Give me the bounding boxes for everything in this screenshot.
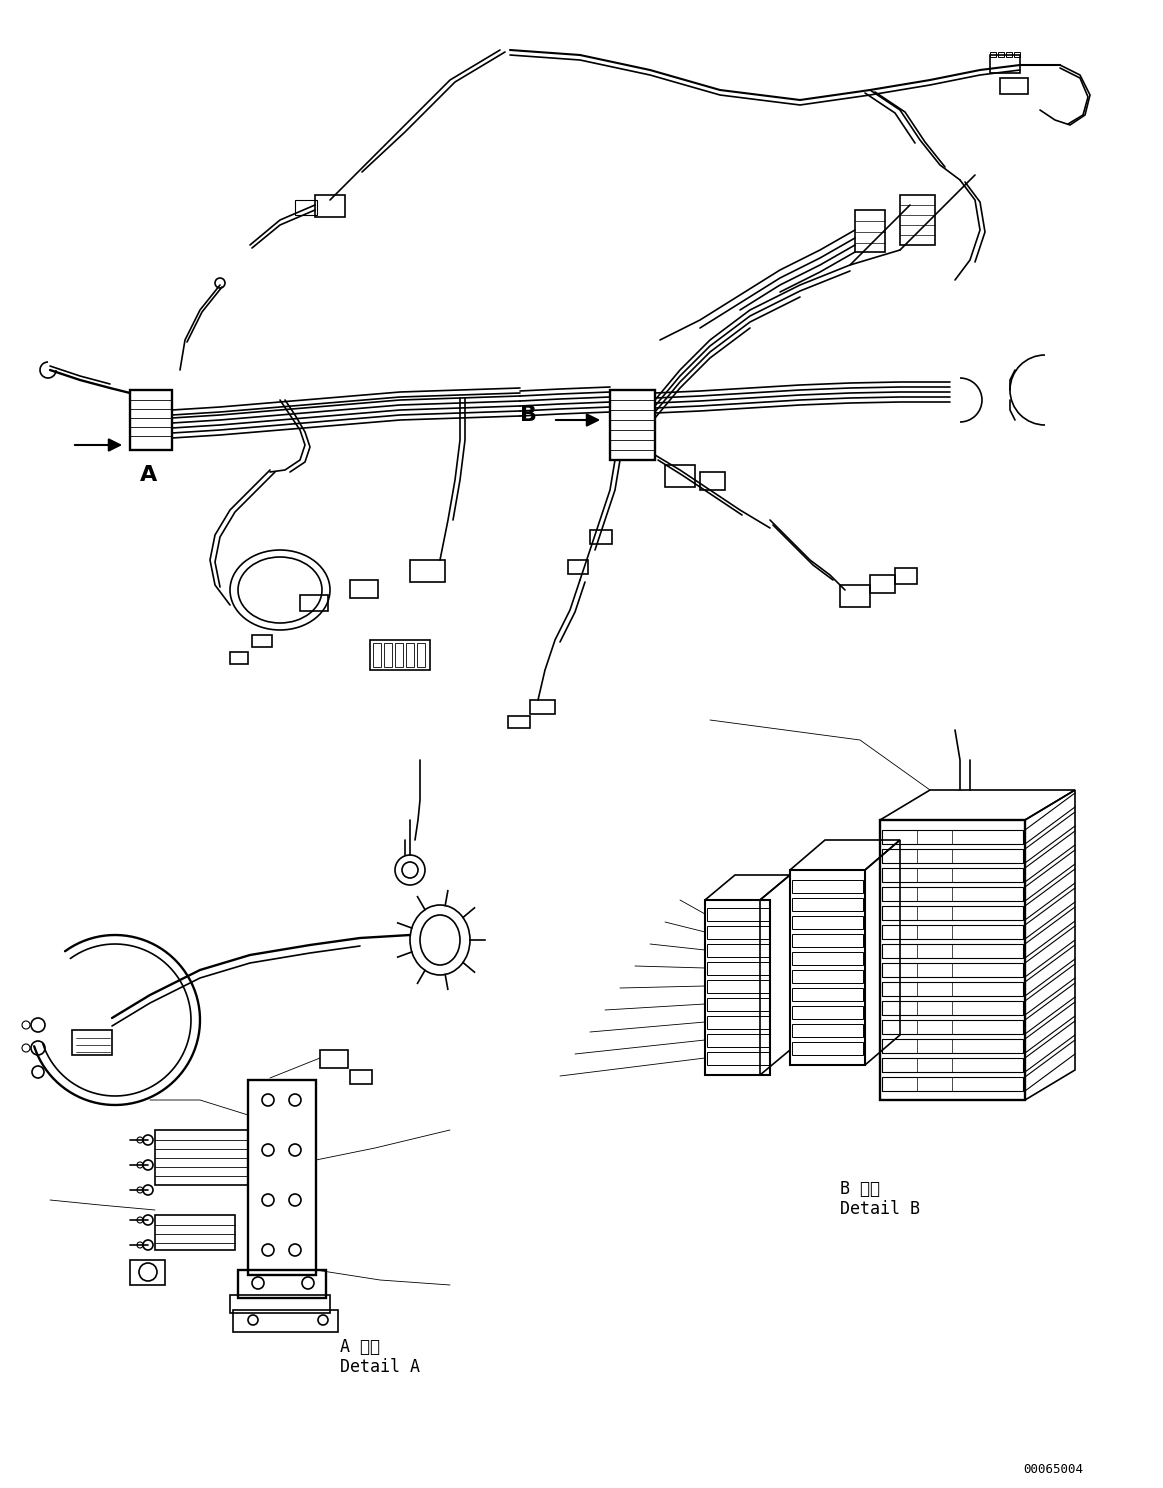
Bar — [792, 1006, 863, 1019]
Bar — [230, 652, 248, 664]
Bar — [882, 850, 1023, 863]
Bar — [370, 640, 430, 670]
Bar — [665, 464, 695, 487]
Bar — [373, 643, 381, 667]
Bar — [707, 1016, 770, 1030]
Bar — [252, 635, 272, 647]
Bar — [840, 585, 870, 607]
Bar — [900, 195, 935, 246]
Bar — [707, 908, 770, 921]
Bar — [882, 926, 1023, 939]
Bar — [295, 199, 317, 214]
Bar — [792, 1042, 863, 1055]
Bar — [792, 1024, 863, 1037]
Bar — [792, 934, 863, 946]
Bar — [707, 943, 770, 957]
Bar — [707, 1052, 770, 1065]
Bar — [882, 1001, 1023, 1015]
Bar — [792, 988, 863, 1001]
Bar — [568, 559, 588, 574]
Bar — [707, 926, 770, 939]
Bar — [882, 1039, 1023, 1054]
Text: 00065004: 00065004 — [1023, 1463, 1083, 1476]
Bar — [72, 1030, 112, 1055]
Bar — [792, 917, 863, 929]
Bar — [155, 1216, 235, 1250]
Bar — [882, 1077, 1023, 1091]
Bar — [406, 643, 414, 667]
Text: A: A — [140, 464, 157, 485]
Bar — [705, 900, 770, 1074]
Bar — [707, 981, 770, 992]
Bar — [248, 1080, 316, 1275]
Bar — [882, 868, 1023, 882]
Bar — [707, 998, 770, 1010]
Bar — [792, 970, 863, 984]
Bar — [792, 897, 863, 911]
Bar — [700, 472, 725, 490]
Text: B 詳細: B 詳細 — [840, 1180, 880, 1198]
Bar — [1000, 77, 1028, 94]
Bar — [790, 870, 865, 1065]
Bar — [395, 643, 404, 667]
Bar — [855, 210, 885, 251]
Bar — [130, 390, 172, 449]
Bar — [792, 952, 863, 966]
Bar — [896, 568, 916, 583]
Bar — [870, 574, 896, 594]
Bar — [882, 887, 1023, 902]
Bar — [707, 963, 770, 975]
Bar — [707, 1034, 770, 1048]
Bar — [155, 1129, 248, 1184]
Bar — [882, 943, 1023, 958]
Bar — [1006, 52, 1012, 57]
Bar — [233, 1309, 338, 1332]
Bar — [882, 982, 1023, 995]
Bar — [590, 530, 612, 545]
Bar — [990, 52, 996, 57]
Bar — [882, 830, 1023, 844]
Text: A 詳細: A 詳細 — [340, 1338, 380, 1356]
Bar — [880, 820, 1025, 1100]
Text: Detail B: Detail B — [840, 1199, 920, 1219]
Bar — [384, 643, 392, 667]
Bar — [350, 1070, 372, 1083]
Bar — [411, 559, 445, 582]
Bar — [990, 55, 1020, 73]
Bar — [1014, 52, 1020, 57]
Bar — [530, 699, 555, 714]
Bar — [315, 195, 345, 217]
Text: B: B — [520, 405, 537, 426]
Bar — [882, 906, 1023, 920]
Bar — [350, 580, 378, 598]
Bar — [882, 1019, 1023, 1034]
Bar — [998, 52, 1004, 57]
Bar — [882, 963, 1023, 978]
Bar — [320, 1051, 348, 1068]
Bar — [792, 879, 863, 893]
Bar — [508, 716, 530, 728]
Bar — [882, 1058, 1023, 1071]
Bar — [611, 390, 655, 460]
Bar — [300, 595, 328, 612]
Bar — [130, 1260, 165, 1286]
Bar — [238, 1269, 326, 1298]
Text: Detail A: Detail A — [340, 1359, 420, 1376]
Bar — [418, 643, 424, 667]
Bar — [230, 1295, 330, 1312]
